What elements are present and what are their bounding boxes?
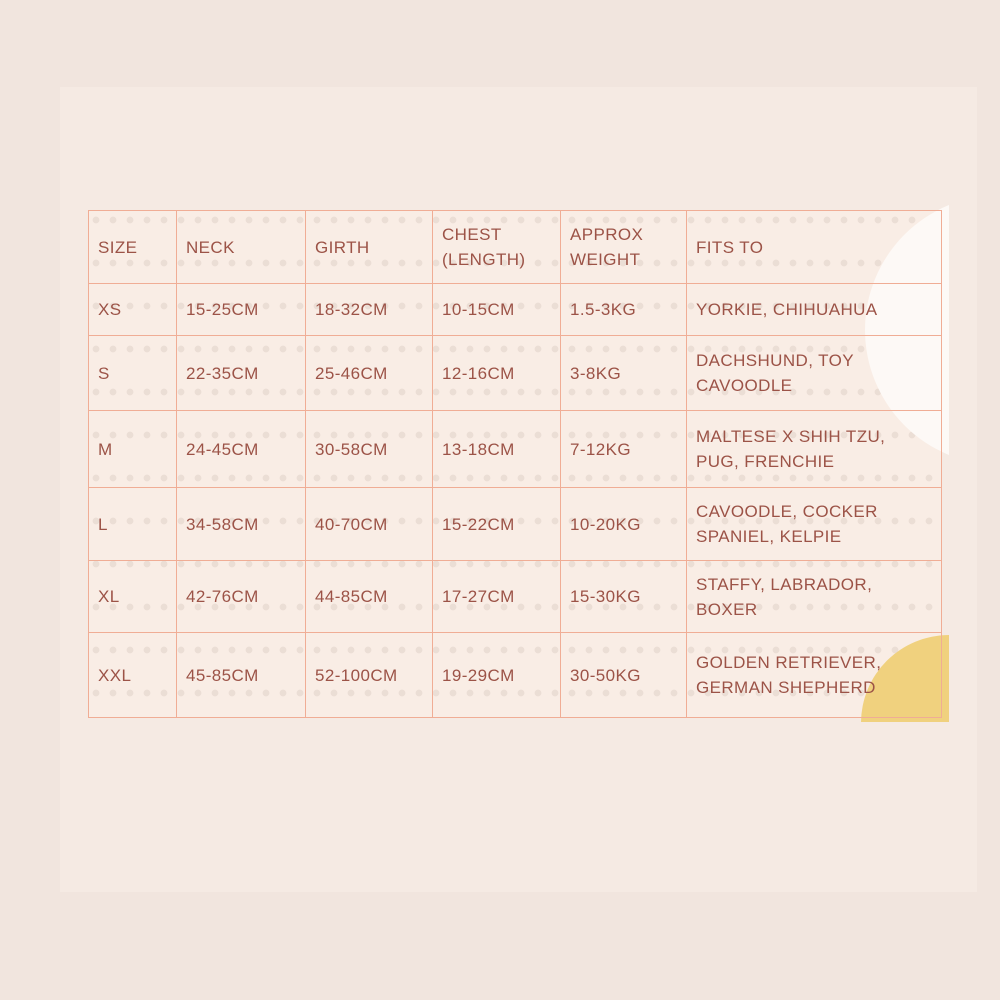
column-header-chest: CHEST (LENGTH) <box>433 211 561 284</box>
cell-size-m: M <box>89 411 177 488</box>
cell-fits-m: MALTESE X SHIH TZU, PUG, FRENCHIE <box>687 411 942 488</box>
cell-chest-xxl: 19-29CM <box>433 633 561 718</box>
cell-girth-xs: 18-32CM <box>306 284 433 336</box>
cell-size-xxl: XXL <box>89 633 177 718</box>
cell-fits-xs: YORKIE, CHIHUAHUA <box>687 284 942 336</box>
cell-girth-l: 40-70CM <box>306 488 433 561</box>
cell-fits-s: DACHSHUND, TOY CAVOODLE <box>687 336 942 411</box>
cell-size-xl: XL <box>89 561 177 633</box>
cell-neck-m: 24-45CM <box>177 411 306 488</box>
cell-weight-s: 3-8KG <box>561 336 687 411</box>
cell-weight-xs: 1.5-3KG <box>561 284 687 336</box>
column-header-girth: GIRTH <box>306 211 433 284</box>
cell-chest-l: 15-22CM <box>433 488 561 561</box>
column-header-neck: NECK <box>177 211 306 284</box>
cell-chest-s: 12-16CM <box>433 336 561 411</box>
cell-weight-m: 7-12KG <box>561 411 687 488</box>
cell-neck-s: 22-35CM <box>177 336 306 411</box>
column-header-fits: FITS TO <box>687 211 942 284</box>
cell-neck-xl: 42-76CM <box>177 561 306 633</box>
sizing-chart-table: SIZE NECK GIRTH CHEST (LENGTH) APPROX WE… <box>88 210 942 718</box>
cell-weight-xxl: 30-50KG <box>561 633 687 718</box>
cell-size-l: L <box>89 488 177 561</box>
cell-girth-s: 25-46CM <box>306 336 433 411</box>
cell-weight-l: 10-20KG <box>561 488 687 561</box>
cell-weight-xl: 15-30KG <box>561 561 687 633</box>
cell-chest-xl: 17-27CM <box>433 561 561 633</box>
cell-size-s: S <box>89 336 177 411</box>
cell-fits-xl: STAFFY, LABRADOR, BOXER <box>687 561 942 633</box>
cell-neck-xs: 15-25CM <box>177 284 306 336</box>
cell-chest-xs: 10-15CM <box>433 284 561 336</box>
cell-neck-l: 34-58CM <box>177 488 306 561</box>
column-header-size: SIZE <box>89 211 177 284</box>
cell-chest-m: 13-18CM <box>433 411 561 488</box>
cell-size-xs: XS <box>89 284 177 336</box>
cell-girth-xxl: 52-100CM <box>306 633 433 718</box>
column-header-weight: APPROX WEIGHT <box>561 211 687 284</box>
cell-fits-xxl: GOLDEN RETRIEVER, GERMAN SHEPHERD <box>687 633 942 718</box>
cell-girth-m: 30-58CM <box>306 411 433 488</box>
cell-girth-xl: 44-85CM <box>306 561 433 633</box>
decor-clip-region <box>861 195 949 722</box>
cell-neck-xxl: 45-85CM <box>177 633 306 718</box>
cell-fits-l: CAVOODLE, COCKER SPANIEL, KELPIE <box>687 488 942 561</box>
